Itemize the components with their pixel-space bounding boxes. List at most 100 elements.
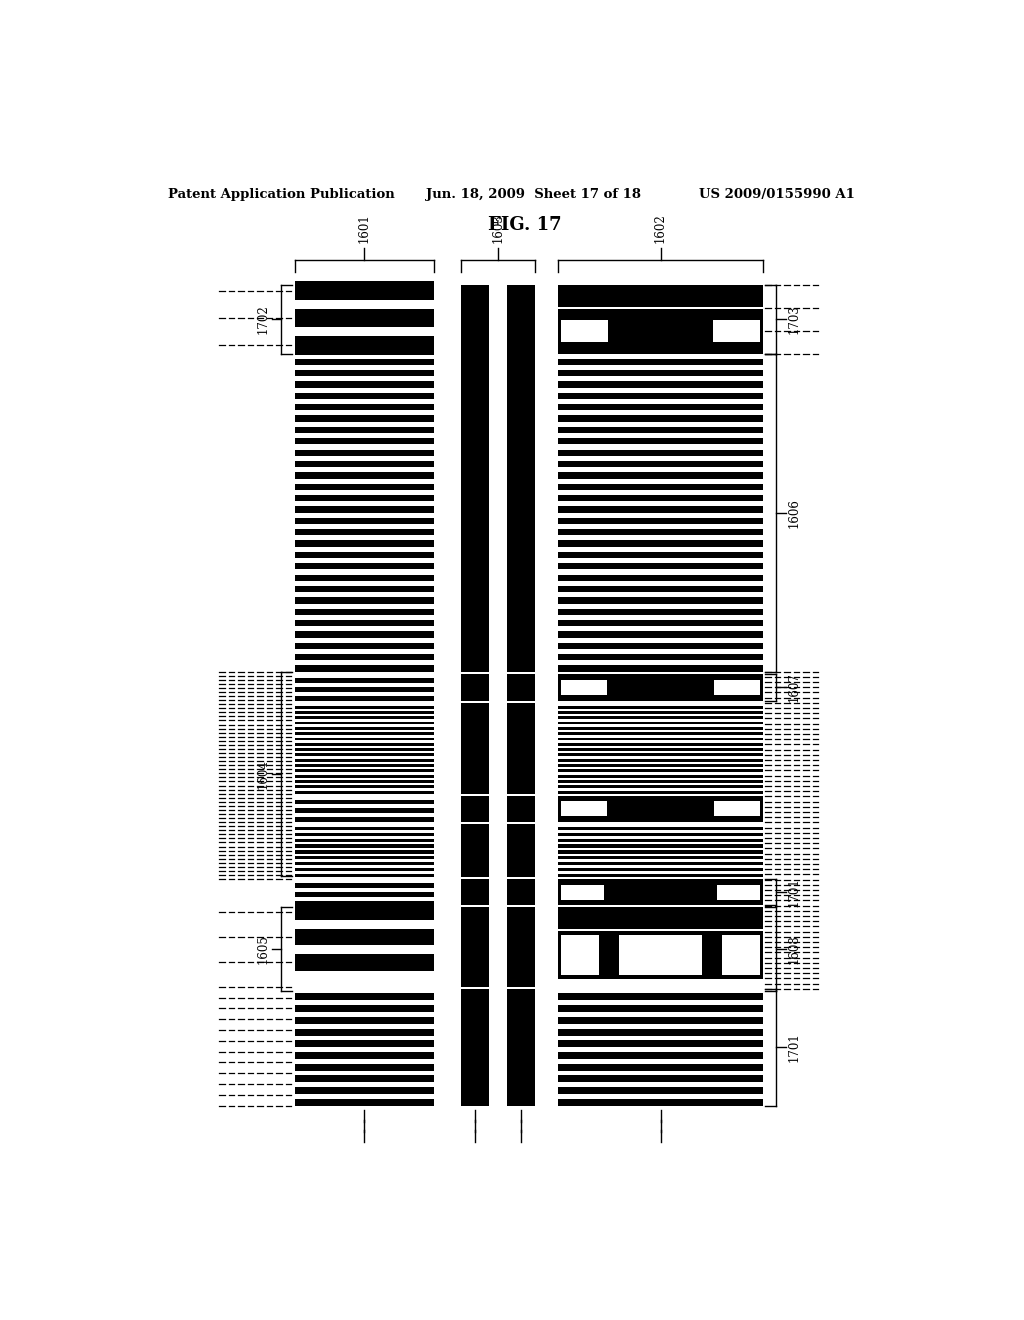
Bar: [558, 309, 763, 354]
Bar: [295, 1076, 433, 1082]
Bar: [507, 824, 536, 876]
Bar: [295, 597, 433, 603]
Bar: [295, 722, 433, 725]
Text: 1701: 1701: [787, 878, 801, 907]
Bar: [295, 574, 433, 581]
Bar: [295, 416, 433, 421]
Bar: [295, 517, 433, 524]
Bar: [558, 586, 763, 593]
Bar: [558, 711, 763, 714]
Bar: [295, 631, 433, 638]
Bar: [558, 706, 763, 709]
Bar: [558, 862, 763, 865]
Bar: [561, 319, 608, 342]
Bar: [558, 673, 763, 701]
Bar: [558, 631, 763, 638]
Bar: [558, 1052, 763, 1059]
Bar: [620, 935, 701, 974]
Bar: [561, 884, 604, 900]
Text: 1607: 1607: [787, 672, 801, 702]
Bar: [558, 597, 763, 603]
Bar: [507, 796, 536, 822]
Bar: [558, 722, 763, 725]
Bar: [295, 281, 433, 300]
Bar: [295, 711, 433, 714]
Bar: [295, 552, 433, 558]
Bar: [295, 609, 433, 615]
Bar: [295, 381, 433, 388]
Bar: [558, 495, 763, 502]
Bar: [461, 879, 489, 906]
Bar: [295, 706, 433, 709]
Bar: [295, 678, 433, 682]
Bar: [558, 1086, 763, 1094]
Bar: [295, 845, 433, 847]
Bar: [558, 359, 763, 364]
Bar: [558, 770, 763, 772]
Bar: [558, 796, 763, 822]
Bar: [295, 994, 433, 1001]
Bar: [558, 879, 763, 906]
Bar: [295, 1098, 433, 1106]
Bar: [507, 354, 536, 672]
Bar: [558, 1064, 763, 1071]
Text: 1603: 1603: [492, 213, 505, 243]
Bar: [295, 370, 433, 376]
Bar: [295, 1028, 433, 1036]
Bar: [295, 833, 433, 836]
Bar: [558, 1016, 763, 1024]
Bar: [295, 883, 433, 888]
Bar: [295, 764, 433, 767]
Bar: [295, 903, 433, 920]
Bar: [558, 404, 763, 411]
Bar: [558, 874, 763, 876]
Bar: [558, 517, 763, 524]
Bar: [558, 552, 763, 558]
Bar: [295, 850, 433, 854]
Bar: [558, 381, 763, 388]
Text: 1604: 1604: [257, 759, 270, 789]
Bar: [295, 727, 433, 730]
Text: 1605: 1605: [257, 935, 270, 964]
Bar: [295, 1005, 433, 1012]
Bar: [295, 450, 433, 455]
Bar: [295, 754, 433, 756]
Bar: [558, 450, 763, 455]
Bar: [295, 686, 433, 692]
Bar: [558, 393, 763, 399]
Text: Jun. 18, 2009  Sheet 17 of 18: Jun. 18, 2009 Sheet 17 of 18: [426, 189, 641, 202]
Bar: [558, 907, 763, 929]
Bar: [295, 759, 433, 762]
Bar: [561, 801, 607, 816]
Bar: [461, 989, 489, 1106]
Bar: [558, 785, 763, 788]
Bar: [507, 704, 536, 793]
Bar: [295, 359, 433, 364]
Bar: [558, 1005, 763, 1012]
Bar: [558, 1040, 763, 1047]
Bar: [461, 354, 489, 672]
Bar: [558, 738, 763, 741]
Bar: [558, 780, 763, 783]
Bar: [295, 791, 433, 793]
Bar: [295, 748, 433, 751]
Text: 1702: 1702: [257, 305, 270, 334]
Bar: [558, 833, 763, 836]
Bar: [461, 796, 489, 822]
Bar: [295, 867, 433, 871]
Bar: [507, 285, 536, 354]
Text: 1701: 1701: [787, 1032, 801, 1063]
Bar: [714, 801, 760, 816]
Bar: [295, 655, 433, 660]
Bar: [558, 775, 763, 777]
Bar: [295, 862, 433, 865]
Bar: [558, 1098, 763, 1106]
Bar: [558, 931, 763, 978]
Bar: [558, 717, 763, 719]
Bar: [558, 574, 763, 581]
Bar: [295, 507, 433, 512]
Bar: [558, 867, 763, 871]
Bar: [461, 704, 489, 793]
Bar: [295, 817, 433, 822]
Bar: [295, 892, 433, 896]
